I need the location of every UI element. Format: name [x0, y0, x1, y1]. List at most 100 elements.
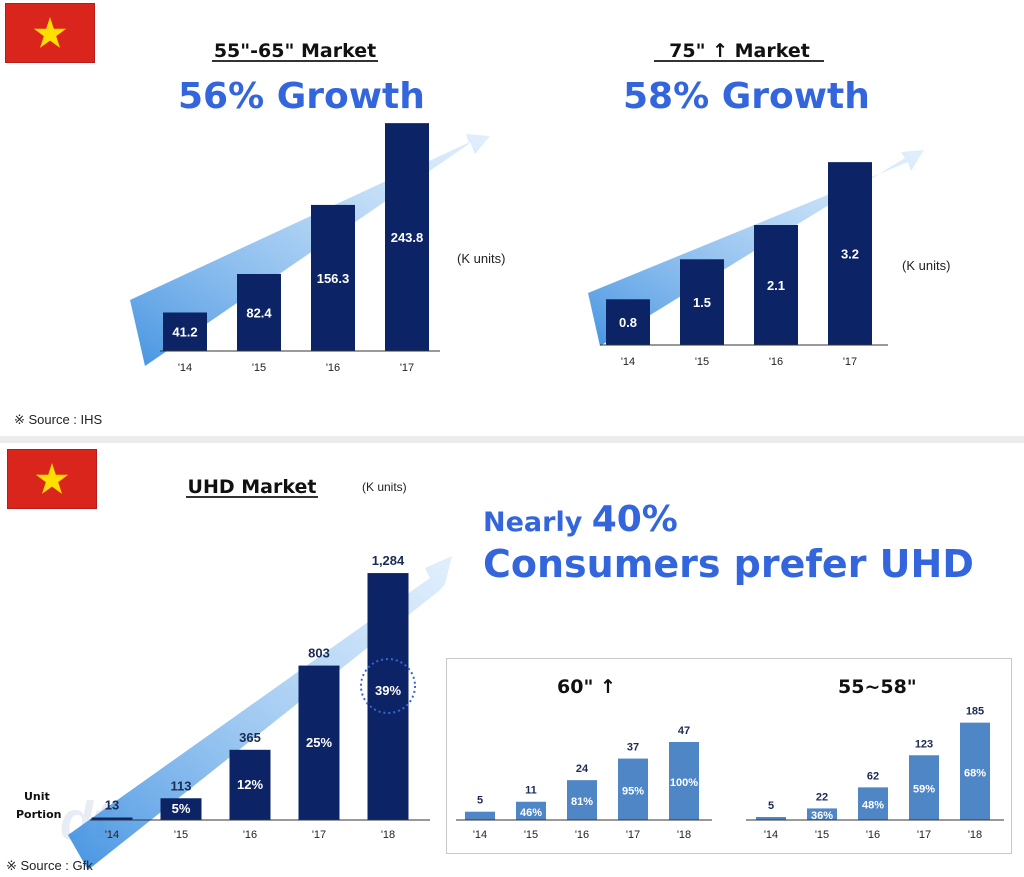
highlight-circle [360, 658, 416, 714]
x-tick-label: '16 [769, 356, 783, 368]
x-tick-label: '15 [252, 362, 266, 374]
bar-value-label: 46% [520, 807, 542, 819]
bar-value-label: 48% [862, 800, 884, 812]
x-tick-label: '16 [243, 829, 257, 841]
top-panel: 55"-65" Market 56% Growth 75" ↑ Market 5… [0, 0, 1024, 436]
bar-value-label: 81% [571, 796, 593, 808]
x-tick-label: '18 [677, 829, 691, 841]
headline-percent: 40% [591, 499, 678, 540]
x-tick-label: '15 [174, 829, 188, 841]
uhd-headline-line1: Nearly 40% [483, 499, 678, 540]
bar [858, 787, 888, 820]
bar-value-label: 13 [105, 798, 119, 813]
bar [909, 755, 939, 820]
bar-value-label: 24 [576, 763, 589, 775]
sub-chart-title: 60" ↑ [557, 676, 616, 698]
vietnam-flag-icon [5, 3, 95, 63]
bar [567, 780, 597, 820]
bar-value-label: 22 [816, 791, 828, 803]
bar [385, 123, 429, 351]
bar-value-label: 47 [678, 725, 690, 737]
x-tick-label: '17 [843, 356, 857, 368]
growth-headline: 56% Growth [178, 76, 425, 117]
bar-value-label: 41.2 [172, 325, 197, 340]
vietnam-flag-icon [7, 449, 97, 509]
bar [618, 758, 648, 820]
bar-chart-55-65: 41.2 '14 82.4 '15 156.3 '16 243.8 '17 0.8 '14 1.5 '… [130, 123, 924, 374]
sub-chart-title: 55~58" [838, 676, 917, 698]
bar-value-label: 11 [525, 785, 537, 797]
x-tick-label: '16 [326, 362, 340, 374]
bar [960, 722, 990, 820]
x-tick-label: '14 [105, 829, 119, 841]
bar [807, 808, 837, 820]
bar-value-label: 0.8 [619, 315, 637, 330]
bar-value-label: 59% [913, 784, 935, 796]
unit-note: (K units) [457, 251, 506, 266]
x-tick-label: '14 [178, 362, 192, 374]
bar-value-label: 243.8 [391, 230, 424, 245]
bar-value-label: 113 [171, 778, 192, 793]
bar-value-label: 37 [627, 742, 639, 754]
bar-value-label: 365 [239, 730, 261, 745]
bar-value-label: 156.3 [317, 271, 350, 286]
bar [828, 162, 872, 345]
x-tick-label: '17 [312, 829, 326, 841]
source-note: ※ Source : IHS [14, 412, 103, 427]
chart-title: 55"-65" Market [213, 40, 377, 62]
bar-value-label: 1.5 [693, 295, 711, 310]
bar [163, 312, 207, 351]
title-underline [212, 60, 378, 62]
x-tick-label: '18 [968, 829, 982, 841]
bar [298, 665, 340, 820]
bar [465, 811, 495, 820]
unit-note: (K units) [362, 480, 407, 494]
bar [229, 749, 271, 820]
bar-value-label: 68% [964, 767, 986, 779]
bar-value-label: 25% [306, 735, 332, 750]
bar-value-label: 3.2 [841, 247, 859, 262]
title-underline [186, 496, 318, 498]
bar [680, 259, 724, 345]
unit-note: (K units) [902, 258, 951, 273]
portion-row-label: Portion [16, 808, 62, 821]
unit-row-label: Unit [24, 790, 50, 803]
source-note: ※ Source : Gfk [6, 858, 93, 873]
x-tick-label: '15 [524, 829, 538, 841]
bar [669, 741, 699, 820]
x-tick-label: '17 [626, 829, 640, 841]
sub-charts-box [446, 658, 1012, 854]
x-tick-label: '17 [917, 829, 931, 841]
x-tick-label: '16 [575, 829, 589, 841]
bar-value-label: 95% [622, 785, 644, 797]
x-tick-label: '15 [815, 829, 829, 841]
bar-value-label: 1,284 [372, 553, 405, 568]
bar-value-label: 12% [237, 777, 263, 792]
growth-headline: 58% Growth [623, 76, 870, 117]
bar [367, 573, 409, 820]
bar-value-label: 803 [308, 646, 330, 661]
uhd-headline-line2: Consumers prefer UHD [483, 542, 974, 586]
x-tick-label: '14 [764, 829, 778, 841]
bar-value-label: 82.4 [246, 305, 272, 320]
chart-title: 75" ↑ Market [669, 40, 810, 62]
bar [754, 225, 798, 345]
trend-arrow-icon [130, 134, 490, 366]
bar [91, 817, 133, 820]
bar-value-label: 5 [477, 795, 483, 807]
bar-value-label: 123 [915, 738, 933, 750]
headline-prefix: Nearly [483, 507, 592, 538]
x-tick-label: '17 [400, 362, 414, 374]
x-tick-label: '18 [381, 829, 395, 841]
x-tick-label: '14 [473, 829, 487, 841]
bar-value-label: 39% [375, 683, 401, 698]
title-underline [654, 60, 824, 62]
trend-arrow-icon [68, 556, 452, 870]
bar-value-label: 185 [966, 706, 984, 718]
bar-value-label: 5% [172, 801, 191, 816]
bar-value-label: 5 [768, 800, 774, 812]
bar [237, 273, 281, 351]
bar [756, 817, 786, 820]
